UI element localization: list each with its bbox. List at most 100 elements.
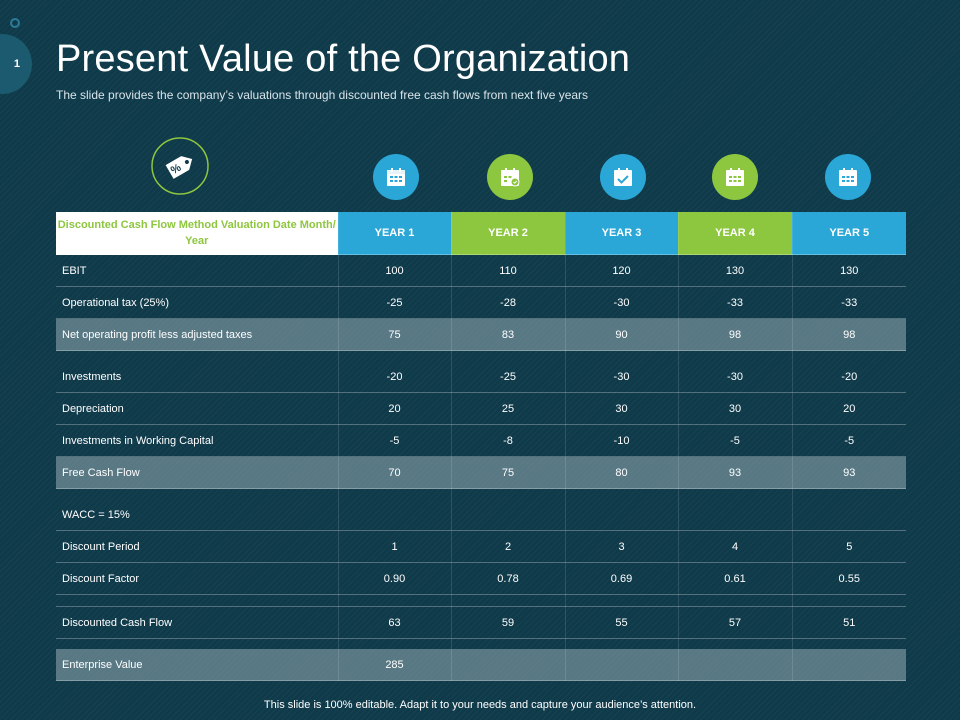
table-cell: -30: [565, 361, 679, 393]
table-cell: -25: [451, 361, 566, 393]
table-cell: 5: [792, 530, 906, 563]
table-cell: 63: [338, 606, 452, 639]
table-cell: 70: [338, 456, 452, 489]
table-cell: 110: [451, 254, 566, 287]
page-subtitle: The slide provides the company’s valuati…: [56, 88, 589, 102]
table-cell: 0.69: [565, 562, 679, 595]
dcf-valuation-table: Discounted Cash Flow Method Valuation Da…: [56, 212, 906, 681]
table-row: Operational tax (25%) -25 -28 -30 -33 -3…: [56, 286, 906, 319]
row-label: Investments: [56, 361, 339, 393]
corner-decoration: [10, 18, 20, 28]
slide-number-badge: 1: [0, 34, 32, 94]
table-cell: 4: [678, 530, 793, 563]
table-cell: 0.78: [451, 562, 566, 595]
table-cell: 285: [338, 649, 452, 681]
year-header: YEAR 2: [451, 212, 566, 255]
row-label: EBIT: [56, 254, 339, 287]
row-label: Enterprise Value: [56, 649, 339, 681]
table-row-highlight: Net operating profit less adjusted taxes…: [56, 318, 906, 351]
table-cell: -25: [338, 286, 452, 319]
page-title: Present Value of the Organization: [56, 38, 631, 80]
year-header: YEAR 3: [565, 212, 679, 255]
table-cell: [565, 649, 679, 681]
table-cell: 25: [451, 392, 566, 425]
row-label: Net operating profit less adjusted taxes: [56, 318, 339, 351]
table-cell: -5: [792, 424, 906, 457]
year-header: YEAR 4: [678, 212, 793, 255]
table-cell: [451, 649, 566, 681]
table-row: Discount Factor 0.90 0.78 0.69 0.61 0.55: [56, 562, 906, 595]
table-cell: 55: [565, 606, 679, 639]
table-cell: -33: [792, 286, 906, 319]
calendar-check-icon: [600, 154, 646, 200]
table-cell: 75: [451, 456, 566, 489]
table-row: Investments in Working Capital -5 -8 -10…: [56, 424, 906, 457]
row-label: Free Cash Flow: [56, 456, 339, 489]
year-header: YEAR 5: [792, 212, 906, 255]
table-cell: 0.55: [792, 562, 906, 595]
footer-note: This slide is 100% editable. Adapt it to…: [263, 699, 697, 711]
table-header-row: Discounted Cash Flow Method Valuation Da…: [56, 212, 906, 255]
table-cell: -20: [338, 361, 452, 393]
table-row-highlight: Free Cash Flow 70 75 80 93 93: [56, 456, 906, 489]
table-cell: 30: [565, 392, 679, 425]
table-cell: -28: [451, 286, 566, 319]
table-cell: 59: [451, 606, 566, 639]
table-cell: [792, 649, 906, 681]
row-label: WACC = 15%: [56, 499, 339, 531]
calendar-icon: [712, 154, 758, 200]
table-cell: -30: [565, 286, 679, 319]
table-cell: 100: [338, 254, 452, 287]
table-cell: [451, 499, 566, 531]
table-cell: 75: [338, 318, 452, 351]
table-cell: 20: [338, 392, 452, 425]
table-cell: 93: [792, 456, 906, 489]
year-header: YEAR 1: [338, 212, 452, 255]
table-cell: 130: [678, 254, 793, 287]
table-cell: [792, 499, 906, 531]
calendar-icon: [373, 154, 419, 200]
row-label: Operational tax (25%): [56, 286, 339, 319]
table-cell: -8: [451, 424, 566, 457]
table-row: WACC = 15%: [56, 499, 906, 531]
table-cell: -30: [678, 361, 793, 393]
percent-tag-icon: %: [150, 136, 210, 196]
table-cell: -33: [678, 286, 793, 319]
table-spacer: [56, 638, 906, 649]
table-cell: -20: [792, 361, 906, 393]
table-cell: -5: [338, 424, 452, 457]
table-cell: 83: [451, 318, 566, 351]
table-cell: 51: [792, 606, 906, 639]
row-label: Discount Factor: [56, 562, 339, 595]
table-cell: 120: [565, 254, 679, 287]
table-row: Investments -20 -25 -30 -30 -20: [56, 361, 906, 393]
table-cell: [678, 649, 793, 681]
table-cell: 130: [792, 254, 906, 287]
table-cell: 57: [678, 606, 793, 639]
table-cell: 30: [678, 392, 793, 425]
row-label: Investments in Working Capital: [56, 424, 339, 457]
table-cell: 20: [792, 392, 906, 425]
slide-number: 1: [13, 58, 20, 70]
table-cell: 2: [451, 530, 566, 563]
table-cell: 0.90: [338, 562, 452, 595]
table-header-label: Discounted Cash Flow Method Valuation Da…: [56, 212, 339, 255]
table-cell: 98: [792, 318, 906, 351]
table-row: Discount Period 1 2 3 4 5: [56, 530, 906, 563]
row-label: Depreciation: [56, 392, 339, 425]
table-cell: 3: [565, 530, 679, 563]
table-spacer: [56, 594, 906, 607]
table-cell: -5: [678, 424, 793, 457]
table-row: Depreciation 20 25 30 30 20: [56, 392, 906, 425]
row-label: Discount Period: [56, 530, 339, 563]
table-cell: [678, 499, 793, 531]
table-cell: 90: [565, 318, 679, 351]
table-cell: 80: [565, 456, 679, 489]
table-cell: 98: [678, 318, 793, 351]
table-cell: 1: [338, 530, 452, 563]
table-spacer: [56, 350, 906, 361]
table-cell: [338, 499, 452, 531]
table-cell: -10: [565, 424, 679, 457]
table-cell: 93: [678, 456, 793, 489]
calendar-gear-icon: [487, 154, 533, 200]
